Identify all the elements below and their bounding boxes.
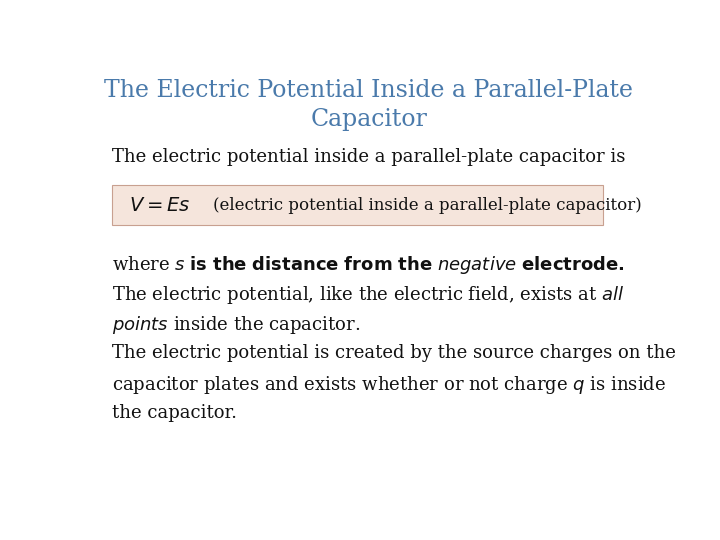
Text: Capacitor: Capacitor (310, 109, 428, 131)
Text: (electric potential inside a parallel-plate capacitor): (electric potential inside a parallel-pl… (213, 197, 642, 214)
Text: $\mathit{points}$ inside the capacitor.: $\mathit{points}$ inside the capacitor. (112, 314, 361, 336)
Text: capacitor plates and exists whether or not charge $\mathit{q}$ is inside: capacitor plates and exists whether or n… (112, 374, 667, 396)
Text: where $\mathbf{\mathit{s}}$ $\mathbf{is\ the\ distance\ from\ the}$ $\mathbf{\ma: where $\mathbf{\mathit{s}}$ $\mathbf{is\… (112, 254, 625, 276)
Text: the capacitor.: the capacitor. (112, 404, 238, 422)
Text: The electric potential is created by the source charges on the: The electric potential is created by the… (112, 344, 676, 362)
Text: The electric potential inside a parallel-plate capacitor is: The electric potential inside a parallel… (112, 148, 626, 166)
FancyBboxPatch shape (112, 185, 603, 225)
Text: The electric potential, like the electric field, exists at $\mathit{all}$: The electric potential, like the electri… (112, 284, 624, 306)
Text: $V = Es$: $V = Es$ (129, 196, 190, 215)
Text: The Electric Potential Inside a Parallel-Plate: The Electric Potential Inside a Parallel… (104, 79, 634, 103)
